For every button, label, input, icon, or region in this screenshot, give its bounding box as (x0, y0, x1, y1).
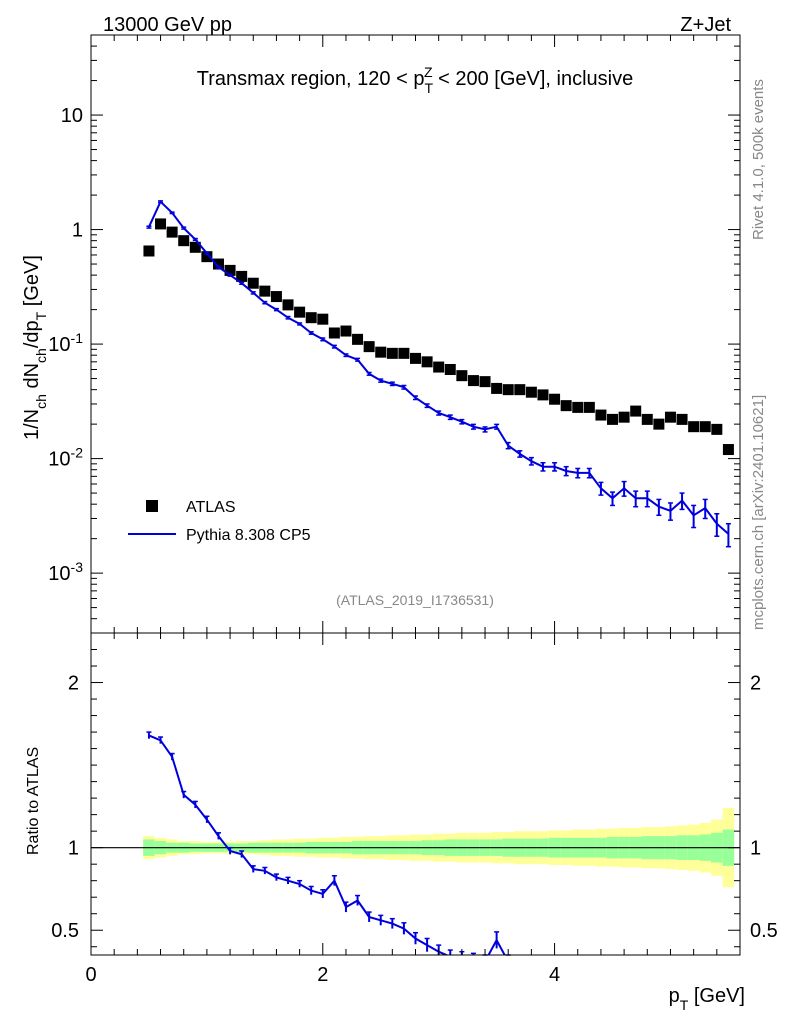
atlas-point (386, 347, 398, 359)
atlas-point (247, 277, 259, 289)
atlas-point (711, 423, 723, 435)
atlas-point (294, 306, 306, 318)
axis-ticks: 0 2 4 10 1 10-1 10-2 10-3 2 2 1 1 0.5 0.5 (48, 34, 778, 986)
atlas-point (722, 444, 734, 456)
legend-pythia-label: Pythia 8.308 CP5 (186, 527, 311, 544)
atlas-point (595, 409, 607, 421)
atlas-point (583, 401, 595, 413)
atlas-point (537, 389, 549, 401)
atlas-point (201, 251, 213, 263)
mcplots-label: mcplots.cern.ch [arXiv:2401.10621] (750, 395, 767, 630)
atlas-point (189, 241, 201, 253)
atlas-point (479, 376, 491, 388)
title-part-2: < 200 [GeV], inclusive (433, 68, 634, 90)
axes-frames (90, 34, 741, 956)
title-sub: T (424, 80, 433, 96)
atlas-point (444, 363, 456, 375)
atlas-point (688, 421, 700, 433)
atlas-point (653, 418, 665, 430)
atlas-point (259, 285, 271, 297)
atlas-markers (143, 218, 734, 456)
atlas-point (502, 384, 514, 396)
ratio-y-tick-label: 1 (68, 838, 79, 860)
atlas-point (421, 356, 433, 368)
atlas-point (641, 413, 653, 425)
atlas-point (410, 352, 421, 364)
atlas-point (607, 413, 619, 425)
ratio-y-tick-label: 0.5 (51, 920, 79, 942)
x-tick-label: 0 (85, 964, 96, 986)
legend: ATLAS Pythia 8.308 CP5 (128, 499, 311, 544)
atlas-point (525, 386, 537, 398)
ratio-y-tick-label: 2 (68, 673, 79, 695)
analysis-label: (ATLAS_2019_I1736531) (336, 592, 494, 608)
atlas-point (352, 333, 364, 345)
atlas-point (166, 226, 178, 238)
legend-atlas-marker (146, 500, 158, 512)
y-axis-label: 1/Nch dNch/dpT [GeV] (21, 255, 49, 440)
atlas-point (467, 375, 479, 387)
atlas-point (664, 411, 676, 423)
header-right: Z+Jet (680, 14, 731, 36)
y-tick-label: 10-1 (48, 330, 83, 356)
atlas-point (155, 218, 167, 230)
chart-title: Transmax region, 120 < pTZ < 200 [GeV], … (197, 64, 634, 96)
ratio-frame (90, 632, 741, 956)
atlas-point (224, 264, 236, 276)
atlas-point (340, 325, 352, 337)
atlas-point (491, 382, 503, 394)
pythia-series (146, 200, 731, 548)
x-tick-label: 4 (549, 964, 560, 986)
atlas-point (143, 245, 155, 257)
ratio-y-tick-label-right: 2 (750, 673, 761, 695)
atlas-point (236, 270, 248, 282)
atlas-point (433, 361, 445, 373)
ratio-y-tick-label-right: 1 (750, 838, 761, 860)
atlas-point (572, 401, 584, 413)
atlas-point (317, 313, 329, 325)
atlas-point (699, 421, 711, 433)
atlas-point (282, 299, 294, 311)
atlas-point (178, 235, 190, 247)
x-axis-label: pT [GeV] (669, 985, 745, 1013)
atlas-point (514, 384, 526, 396)
atlas-point (549, 393, 561, 405)
rivet-label: Rivet 4.1.0, 500k events (750, 79, 767, 240)
atlas-point (375, 346, 387, 358)
y-tick-label: 10 (61, 105, 83, 127)
header-left: 13000 GeV pp (103, 14, 232, 36)
atlas-point (363, 341, 375, 353)
y-tick-label: 10-2 (48, 445, 83, 471)
ratio-y-axis-label: Ratio to ATLAS (25, 747, 42, 855)
atlas-point (456, 370, 468, 382)
legend-atlas-label: ATLAS (186, 499, 236, 516)
y-tick-label: 10-3 (48, 559, 83, 585)
title-part-1: Transmax region, 120 < p (197, 68, 425, 90)
atlas-point (560, 400, 572, 412)
atlas-point (676, 413, 688, 425)
atlas-point (328, 327, 340, 339)
atlas-point (398, 347, 410, 359)
atlas-point (270, 291, 282, 303)
ratio-y-tick-label-right: 0.5 (750, 920, 778, 942)
atlas-point (305, 312, 317, 324)
y-tick-label: 1 (72, 220, 83, 242)
atlas-point (618, 411, 630, 423)
atlas-point (212, 258, 224, 270)
title-sup: Z (424, 64, 433, 80)
atlas-point (630, 405, 642, 417)
x-tick-label: 2 (317, 964, 328, 986)
